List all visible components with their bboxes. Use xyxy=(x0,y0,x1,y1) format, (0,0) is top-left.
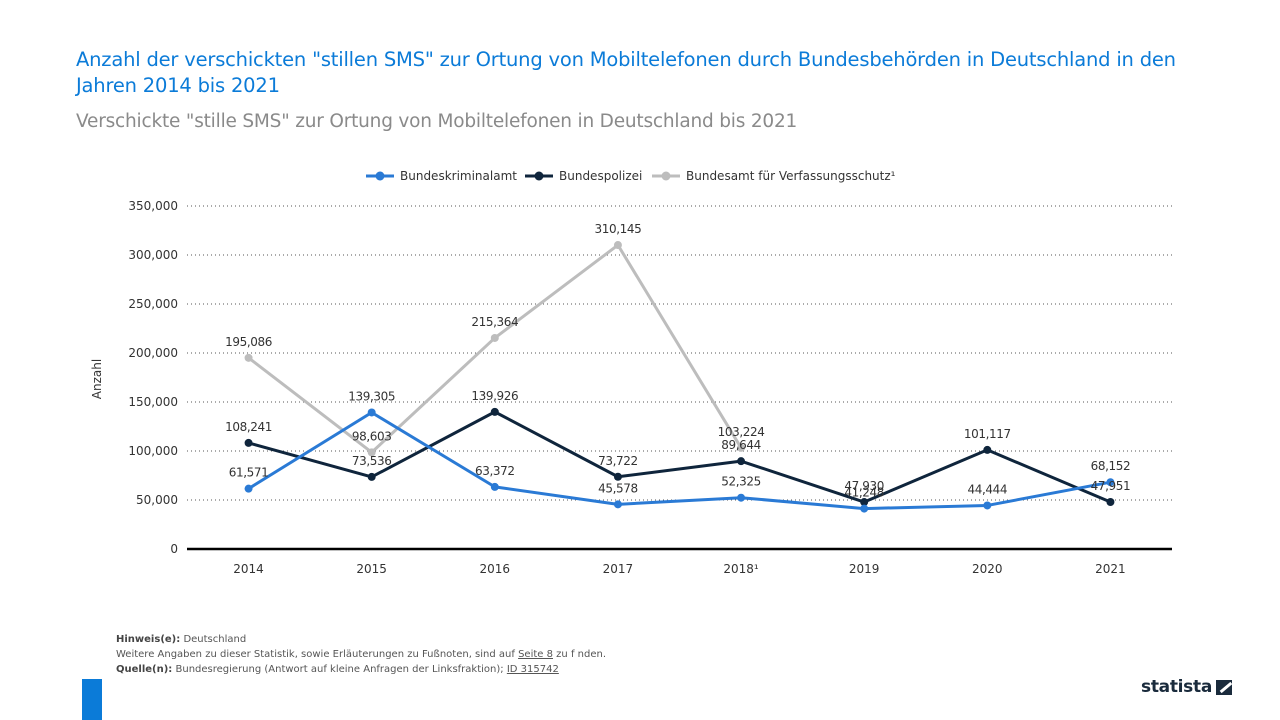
data-point xyxy=(1106,498,1115,507)
series-group xyxy=(244,241,1115,513)
data-point xyxy=(1106,478,1115,487)
x-tick-label: 2016 xyxy=(480,562,511,576)
data-point xyxy=(983,501,992,510)
data-point xyxy=(244,484,253,493)
data-label: 52,325 xyxy=(721,475,761,489)
x-tick-label: 2014 xyxy=(233,562,264,576)
data-point xyxy=(367,472,376,481)
legend-marker xyxy=(661,171,671,181)
data-label: 89,644 xyxy=(721,438,761,452)
data-labels: 195,086 98,603 215,364 310,145 103,224 108,24… xyxy=(225,222,1130,500)
legend-label: Bundeskriminalamt xyxy=(400,169,517,183)
x-tick-label: 2019 xyxy=(849,562,880,576)
legend: Bundeskriminalamt Bundespolizei Bundesamt … xyxy=(366,169,896,183)
data-label: 310,145 xyxy=(595,222,642,236)
legend-marker xyxy=(534,171,544,181)
footer-more: Weitere Angaben zu dieser Statistik, sow… xyxy=(116,649,606,660)
data-point xyxy=(367,448,376,457)
data-point xyxy=(490,407,499,416)
data-point xyxy=(244,353,253,362)
legend-item: Bundeskriminalamt xyxy=(366,169,517,183)
data-label: 139,305 xyxy=(348,389,395,403)
logo-text: statista xyxy=(1141,677,1212,697)
data-label: 195,086 xyxy=(225,335,272,349)
data-point xyxy=(737,457,746,466)
series-line-2 xyxy=(247,243,743,454)
x-axis: 2014 2015 2016 2017 2018¹ 2019 2020 2021 xyxy=(233,562,1125,576)
data-point xyxy=(490,482,499,491)
brand-accent-tab xyxy=(82,679,102,720)
series-line-0 xyxy=(247,410,1111,511)
x-tick-label: 2017 xyxy=(603,562,634,576)
series-line-1 xyxy=(248,410,1112,504)
statista-logo[interactable]: statista xyxy=(1141,677,1232,697)
data-point xyxy=(860,504,869,513)
footer: Hinweis(e): Deutschland Weitere Angaben … xyxy=(116,632,606,677)
x-tick-label: 2015 xyxy=(356,562,387,576)
chart-subtitle: Verschickte "stille SMS" zur Ortung von … xyxy=(76,111,798,132)
y-tick-label: 200,000 xyxy=(128,346,178,360)
chart-title: Anzahl der verschickten "stillen SMS" zu… xyxy=(76,48,1176,97)
data-point xyxy=(490,333,499,342)
legend-item: Bundespolizei xyxy=(525,169,642,183)
data-point xyxy=(244,438,253,447)
data-label: 68,152 xyxy=(1091,459,1131,473)
data-point xyxy=(613,241,622,250)
x-tick-label: 2021 xyxy=(1095,562,1126,576)
data-label: 45,578 xyxy=(598,481,638,495)
data-label: 139,926 xyxy=(471,389,518,403)
data-label: 61,571 xyxy=(229,466,269,480)
y-tick-label: 150,000 xyxy=(128,395,178,409)
x-tick-label: 2018¹ xyxy=(723,562,759,576)
y-tick-label: 350,000 xyxy=(128,199,178,213)
data-label: 63,372 xyxy=(475,464,515,478)
data-label: 44,444 xyxy=(968,482,1008,496)
x-tick-label: 2020 xyxy=(972,562,1003,576)
data-point xyxy=(860,498,869,507)
data-point xyxy=(613,500,622,509)
data-point xyxy=(983,445,992,454)
data-label: 73,722 xyxy=(598,454,638,468)
footer-hint: Hinweis(e): Deutschland xyxy=(116,634,247,645)
data-label: 73,536 xyxy=(352,454,392,468)
data-label: 108,241 xyxy=(225,420,272,434)
y-tick-label: 300,000 xyxy=(128,248,178,262)
data-point xyxy=(737,493,746,502)
data-point xyxy=(737,443,746,452)
y-axis-label: Anzahl xyxy=(90,359,104,399)
data-point xyxy=(367,408,376,417)
legend-label: Bundesamt für Verfassungsschutz¹ xyxy=(686,169,896,183)
data-label: 101,117 xyxy=(964,427,1011,441)
data-label: 47,951 xyxy=(1091,479,1131,493)
data-label: 98,603 xyxy=(352,429,392,443)
legend-label: Bundespolizei xyxy=(559,169,642,183)
y-tick-label: 100,000 xyxy=(128,444,178,458)
data-label: 215,364 xyxy=(471,315,518,329)
y-axis: 0 50,000 100,000 150,000 200,000 250,000 300,0… xyxy=(128,199,178,556)
data-label: 103,224 xyxy=(718,425,765,439)
y-tick-label: 50,000 xyxy=(136,493,178,507)
y-tick-label: 250,000 xyxy=(128,297,178,311)
data-label: 47,930 xyxy=(844,479,884,493)
logo-mark-icon xyxy=(1216,679,1232,695)
legend-item: Bundesamt für Verfassungsschutz¹ xyxy=(652,169,896,183)
footer-source: Quelle(n): Bundesregierung (Antwort auf … xyxy=(116,664,559,675)
page-link[interactable]: Seite 8 xyxy=(518,649,553,660)
legend-marker xyxy=(375,171,385,181)
y-tick-label: 0 xyxy=(170,542,178,556)
data-point xyxy=(613,472,622,481)
source-id-link[interactable]: ID 315742 xyxy=(506,664,559,675)
line-chart: Bundeskriminalamt Bundespolizei Bundesamt … xyxy=(90,169,1172,576)
gridlines xyxy=(187,205,1172,551)
data-label: 41,248 xyxy=(844,486,884,500)
